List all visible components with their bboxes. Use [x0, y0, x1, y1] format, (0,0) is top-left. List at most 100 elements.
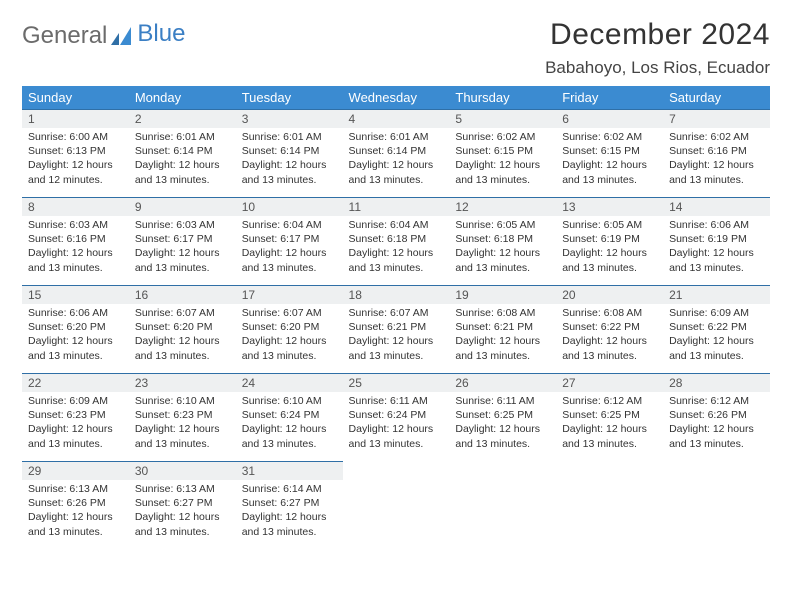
day-number: 1: [22, 109, 129, 128]
day-number: 2: [129, 109, 236, 128]
day-number: 7: [663, 109, 770, 128]
day-number: 6: [556, 109, 663, 128]
day-details: Sunrise: 6:03 AMSunset: 6:16 PMDaylight:…: [22, 216, 129, 281]
calendar-day-cell: 27Sunrise: 6:12 AMSunset: 6:25 PMDayligh…: [556, 373, 663, 461]
day-details: Sunrise: 6:01 AMSunset: 6:14 PMDaylight:…: [129, 128, 236, 193]
day-details: Sunrise: 6:13 AMSunset: 6:26 PMDaylight:…: [22, 480, 129, 545]
day-details: Sunrise: 6:06 AMSunset: 6:20 PMDaylight:…: [22, 304, 129, 369]
calendar-day-cell: 6Sunrise: 6:02 AMSunset: 6:15 PMDaylight…: [556, 109, 663, 197]
calendar-week-row: 29Sunrise: 6:13 AMSunset: 6:26 PMDayligh…: [22, 461, 770, 549]
calendar-day-cell: 9Sunrise: 6:03 AMSunset: 6:17 PMDaylight…: [129, 197, 236, 285]
day-number: 8: [22, 197, 129, 216]
logo-mark-icon: [111, 27, 137, 45]
calendar-day-cell: 1Sunrise: 6:00 AMSunset: 6:13 PMDaylight…: [22, 109, 129, 197]
calendar-day-cell: 29Sunrise: 6:13 AMSunset: 6:26 PMDayligh…: [22, 461, 129, 549]
day-number: 23: [129, 373, 236, 392]
weekday-header: Sunday: [22, 86, 129, 109]
day-details: Sunrise: 6:05 AMSunset: 6:19 PMDaylight:…: [556, 216, 663, 281]
calendar-header-row: SundayMondayTuesdayWednesdayThursdayFrid…: [22, 86, 770, 109]
day-details: Sunrise: 6:11 AMSunset: 6:24 PMDaylight:…: [343, 392, 450, 457]
calendar-day-cell: 3Sunrise: 6:01 AMSunset: 6:14 PMDaylight…: [236, 109, 343, 197]
day-details: Sunrise: 6:09 AMSunset: 6:23 PMDaylight:…: [22, 392, 129, 457]
day-details: Sunrise: 6:12 AMSunset: 6:25 PMDaylight:…: [556, 392, 663, 457]
weekday-header: Tuesday: [236, 86, 343, 109]
day-number: 26: [449, 373, 556, 392]
calendar-day-cell: 31Sunrise: 6:14 AMSunset: 6:27 PMDayligh…: [236, 461, 343, 549]
calendar-day-cell: 8Sunrise: 6:03 AMSunset: 6:16 PMDaylight…: [22, 197, 129, 285]
day-details: Sunrise: 6:04 AMSunset: 6:17 PMDaylight:…: [236, 216, 343, 281]
day-number: 13: [556, 197, 663, 216]
calendar-day-cell: 20Sunrise: 6:08 AMSunset: 6:22 PMDayligh…: [556, 285, 663, 373]
day-number: 11: [343, 197, 450, 216]
calendar-day-cell: 28Sunrise: 6:12 AMSunset: 6:26 PMDayligh…: [663, 373, 770, 461]
header: General Blue December 2024 Babahoyo, Los…: [22, 18, 770, 78]
day-number: 9: [129, 197, 236, 216]
day-details: Sunrise: 6:01 AMSunset: 6:14 PMDaylight:…: [343, 128, 450, 193]
weekday-header: Thursday: [449, 86, 556, 109]
day-details: Sunrise: 6:09 AMSunset: 6:22 PMDaylight:…: [663, 304, 770, 369]
day-number: 29: [22, 461, 129, 480]
calendar-day-cell: 26Sunrise: 6:11 AMSunset: 6:25 PMDayligh…: [449, 373, 556, 461]
day-number: 25: [343, 373, 450, 392]
calendar-day-cell: 14Sunrise: 6:06 AMSunset: 6:19 PMDayligh…: [663, 197, 770, 285]
day-details: Sunrise: 6:07 AMSunset: 6:21 PMDaylight:…: [343, 304, 450, 369]
weekday-header: Saturday: [663, 86, 770, 109]
calendar-day-cell: 12Sunrise: 6:05 AMSunset: 6:18 PMDayligh…: [449, 197, 556, 285]
calendar-week-row: 1Sunrise: 6:00 AMSunset: 6:13 PMDaylight…: [22, 109, 770, 197]
calendar-day-cell: 4Sunrise: 6:01 AMSunset: 6:14 PMDaylight…: [343, 109, 450, 197]
calendar-day-cell: 23Sunrise: 6:10 AMSunset: 6:23 PMDayligh…: [129, 373, 236, 461]
brand-part1: General: [22, 22, 107, 50]
day-number: 14: [663, 197, 770, 216]
day-details: Sunrise: 6:06 AMSunset: 6:19 PMDaylight:…: [663, 216, 770, 281]
calendar-week-row: 8Sunrise: 6:03 AMSunset: 6:16 PMDaylight…: [22, 197, 770, 285]
day-details: Sunrise: 6:11 AMSunset: 6:25 PMDaylight:…: [449, 392, 556, 457]
calendar-table: SundayMondayTuesdayWednesdayThursdayFrid…: [22, 86, 770, 549]
title-block: December 2024 Babahoyo, Los Rios, Ecuado…: [545, 18, 770, 78]
calendar-day-cell: 7Sunrise: 6:02 AMSunset: 6:16 PMDaylight…: [663, 109, 770, 197]
calendar-day-cell: 30Sunrise: 6:13 AMSunset: 6:27 PMDayligh…: [129, 461, 236, 549]
day-number: 15: [22, 285, 129, 304]
calendar-day-cell: 15Sunrise: 6:06 AMSunset: 6:20 PMDayligh…: [22, 285, 129, 373]
calendar-day-cell: 19Sunrise: 6:08 AMSunset: 6:21 PMDayligh…: [449, 285, 556, 373]
calendar-day-cell: 21Sunrise: 6:09 AMSunset: 6:22 PMDayligh…: [663, 285, 770, 373]
calendar-day-cell: ..: [663, 461, 770, 549]
calendar-day-cell: 25Sunrise: 6:11 AMSunset: 6:24 PMDayligh…: [343, 373, 450, 461]
day-details: Sunrise: 6:03 AMSunset: 6:17 PMDaylight:…: [129, 216, 236, 281]
day-number: 28: [663, 373, 770, 392]
day-number: 22: [22, 373, 129, 392]
brand-part2: Blue: [137, 20, 185, 48]
page-title: December 2024: [545, 18, 770, 52]
day-details: Sunrise: 6:01 AMSunset: 6:14 PMDaylight:…: [236, 128, 343, 193]
day-number: 4: [343, 109, 450, 128]
calendar-day-cell: ..: [343, 461, 450, 549]
day-details: Sunrise: 6:10 AMSunset: 6:24 PMDaylight:…: [236, 392, 343, 457]
calendar-day-cell: 22Sunrise: 6:09 AMSunset: 6:23 PMDayligh…: [22, 373, 129, 461]
calendar-day-cell: 5Sunrise: 6:02 AMSunset: 6:15 PMDaylight…: [449, 109, 556, 197]
day-number: 27: [556, 373, 663, 392]
location-text: Babahoyo, Los Rios, Ecuador: [545, 58, 770, 78]
day-number: 5: [449, 109, 556, 128]
day-number: 21: [663, 285, 770, 304]
day-number: 24: [236, 373, 343, 392]
day-details: Sunrise: 6:00 AMSunset: 6:13 PMDaylight:…: [22, 128, 129, 193]
day-number: 31: [236, 461, 343, 480]
day-details: Sunrise: 6:14 AMSunset: 6:27 PMDaylight:…: [236, 480, 343, 545]
calendar-week-row: 22Sunrise: 6:09 AMSunset: 6:23 PMDayligh…: [22, 373, 770, 461]
brand-logo: General Blue: [22, 18, 185, 50]
calendar-day-cell: 2Sunrise: 6:01 AMSunset: 6:14 PMDaylight…: [129, 109, 236, 197]
day-details: Sunrise: 6:07 AMSunset: 6:20 PMDaylight:…: [129, 304, 236, 369]
calendar-day-cell: 16Sunrise: 6:07 AMSunset: 6:20 PMDayligh…: [129, 285, 236, 373]
day-number: 10: [236, 197, 343, 216]
calendar-day-cell: 10Sunrise: 6:04 AMSunset: 6:17 PMDayligh…: [236, 197, 343, 285]
day-number: 16: [129, 285, 236, 304]
calendar-day-cell: 17Sunrise: 6:07 AMSunset: 6:20 PMDayligh…: [236, 285, 343, 373]
calendar-day-cell: 11Sunrise: 6:04 AMSunset: 6:18 PMDayligh…: [343, 197, 450, 285]
day-details: Sunrise: 6:07 AMSunset: 6:20 PMDaylight:…: [236, 304, 343, 369]
weekday-header: Friday: [556, 86, 663, 109]
day-number: 30: [129, 461, 236, 480]
day-details: Sunrise: 6:08 AMSunset: 6:22 PMDaylight:…: [556, 304, 663, 369]
day-details: Sunrise: 6:08 AMSunset: 6:21 PMDaylight:…: [449, 304, 556, 369]
calendar-week-row: 15Sunrise: 6:06 AMSunset: 6:20 PMDayligh…: [22, 285, 770, 373]
day-number: 17: [236, 285, 343, 304]
day-details: Sunrise: 6:02 AMSunset: 6:15 PMDaylight:…: [449, 128, 556, 193]
